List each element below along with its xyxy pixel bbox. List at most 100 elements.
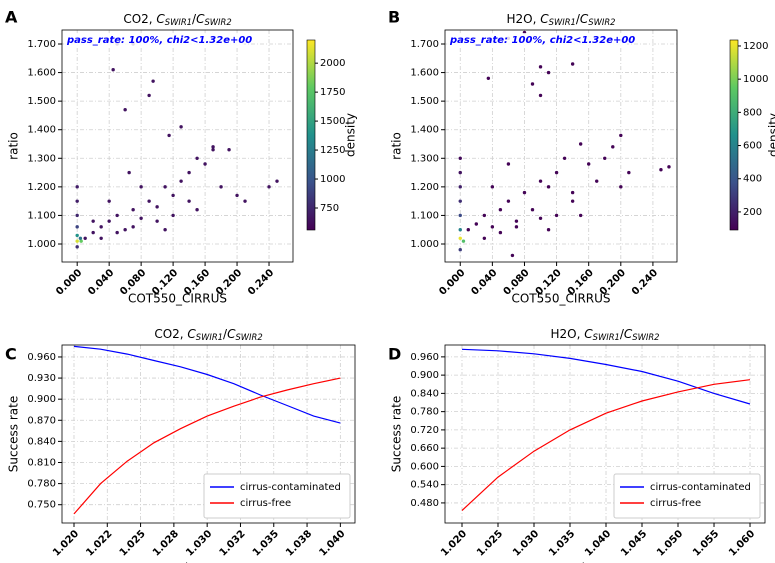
- text-part: /: [576, 12, 581, 26]
- scatter-point: [99, 236, 103, 240]
- scatter-point: [79, 239, 83, 243]
- annotation-box: [447, 33, 627, 47]
- scatter-point: [611, 145, 615, 149]
- scatter-point: [155, 219, 159, 223]
- scatter-point: [538, 216, 543, 220]
- text-part: C: [156, 12, 165, 26]
- scatter-point: [595, 179, 599, 183]
- y-tick-label: 1.400: [27, 125, 56, 136]
- scatter-point: [111, 68, 115, 72]
- text-part: SWIR2: [588, 17, 615, 27]
- scatter-point: [514, 219, 519, 223]
- scatter-point: [171, 193, 175, 198]
- text-part: SWIR1: [165, 17, 192, 27]
- text-part: C: [640, 561, 649, 563]
- scatter-point: [554, 213, 559, 218]
- scatter-point: [510, 253, 515, 258]
- scatter-point: [139, 185, 143, 189]
- scatter-point: [474, 222, 479, 226]
- scatter-point: [562, 156, 567, 160]
- legend-label: cirrus-free: [650, 498, 701, 509]
- x-axis-label: COT550_CIRRUS: [128, 292, 227, 306]
- x-tick-label: 0.000: [437, 267, 467, 297]
- x-axis-label: H2O ratio, CSWIR1/CSWIR2: [535, 561, 675, 563]
- panel-label: B: [388, 8, 400, 27]
- scatter-point: [227, 148, 231, 152]
- text-part: C: [187, 327, 196, 341]
- scatter-point: [211, 145, 215, 149]
- x-tick-label: 1.022: [84, 528, 114, 558]
- x-tick-label: 1.038: [284, 528, 314, 558]
- scatter-point: [75, 225, 79, 229]
- x-tick-label: 1.030: [184, 528, 214, 558]
- scatter-point: [538, 179, 543, 183]
- y-tick-label: 0.840: [27, 436, 56, 447]
- panel-label: D: [388, 345, 401, 364]
- y-tick-label: 0.900: [27, 394, 56, 405]
- scatter-point: [75, 199, 79, 203]
- line-series: [73, 345, 341, 424]
- scatter-point: [522, 190, 527, 195]
- scatter-point: [171, 213, 175, 218]
- scatter-point: [179, 125, 183, 129]
- x-tick-label: 1.035: [547, 528, 577, 558]
- y-tick-label: 0.810: [27, 457, 56, 468]
- y-tick-label: 0.780: [27, 479, 56, 490]
- y-tick-label: 1.700: [27, 39, 56, 50]
- y-tick-label: 1.700: [410, 39, 439, 50]
- y-tick-label: 1.500: [410, 96, 439, 107]
- scatter-point: [75, 213, 79, 218]
- text-part: /: [239, 561, 244, 563]
- y-axis-label: ratio: [390, 132, 404, 160]
- x-tick-label: 1.040: [583, 528, 613, 558]
- scatter-point: [603, 156, 607, 160]
- text-part: C: [580, 12, 589, 26]
- text-part: SWIR2: [204, 17, 231, 27]
- scatter-point: [243, 199, 247, 203]
- scatter-point: [667, 165, 671, 169]
- scatter-point: [267, 185, 271, 189]
- colorbar-tick-label: 400: [743, 174, 762, 185]
- chart-title: H2O, CSWIR1/CSWIR2: [551, 327, 660, 342]
- colorbar-tick-label: 600: [743, 141, 762, 152]
- scatter-point: [458, 199, 462, 203]
- scatter-point: [546, 70, 551, 75]
- scatter-point: [466, 228, 470, 232]
- text-part: /: [192, 12, 197, 26]
- line-series: [461, 379, 751, 511]
- scatter-point: [151, 79, 155, 83]
- text-part: C: [203, 561, 212, 563]
- scatter-point: [131, 208, 135, 212]
- scatter-point: [187, 199, 191, 203]
- x-tick-label: 0.240: [630, 267, 660, 297]
- scatter-point: [498, 230, 503, 235]
- scatter-point: [75, 233, 79, 238]
- x-tick-label: 1.025: [475, 528, 505, 558]
- scatter-point: [506, 199, 511, 203]
- colorbar: [306, 39, 316, 231]
- y-tick-label: 0.840: [410, 388, 439, 399]
- scatter-point: [195, 208, 199, 212]
- y-tick-label: 0.960: [410, 352, 439, 363]
- scatter-point: [147, 199, 151, 203]
- colorbar-tick-label: 1200: [743, 41, 768, 52]
- scatter-point: [458, 156, 462, 160]
- x-tick-label: 1.028: [151, 528, 181, 558]
- text-part: SWIR2: [632, 332, 659, 342]
- y-axis-label: ratio: [7, 132, 21, 160]
- colorbar: [729, 39, 739, 231]
- scatter-point: [627, 170, 631, 175]
- scatter-point: [482, 236, 487, 240]
- y-tick-label: 0.540: [410, 480, 439, 491]
- scatter-point: [570, 62, 575, 66]
- scatter-point: [275, 179, 279, 183]
- scatter-point: [219, 185, 223, 189]
- scatter-point: [570, 199, 575, 203]
- scatter-point: [167, 133, 171, 138]
- scatter-point: [75, 185, 79, 189]
- x-tick-label: 1.032: [218, 528, 248, 558]
- scatter-point: [147, 93, 151, 98]
- text-part: H2O,: [551, 327, 585, 341]
- x-tick-label: 1.035: [251, 528, 281, 558]
- y-tick-label: 0.660: [410, 443, 439, 454]
